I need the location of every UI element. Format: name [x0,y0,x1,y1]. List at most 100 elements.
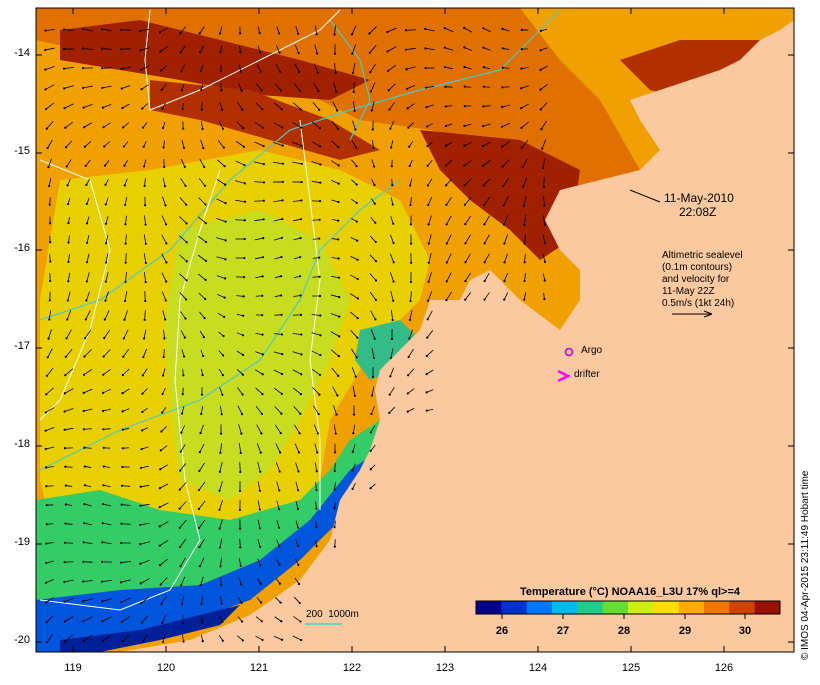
velocity-arrow-head [121,621,123,623]
lon-tick-label: 123 [430,662,460,674]
velocity-arrow-head [278,527,280,529]
velocity-arrow-head [181,412,183,414]
velocity-arrow-head [407,392,409,394]
colorbar-segment [704,601,730,614]
velocity-arrow-head [484,242,486,244]
velocity-arrow-head [319,200,321,202]
velocity-arrow-head [145,281,147,283]
velocity-arrow-head [463,27,465,29]
velocity-arrow-head [297,545,299,547]
velocity-arrow-head [179,508,181,510]
velocity-arrow-head [297,564,299,566]
velocity-arrow-head [220,584,222,586]
velocity-arrow-head [297,526,299,528]
velocity-arrow-head [300,108,302,110]
velocity-arrow-head [279,470,281,472]
velocity-arrow-head [427,281,429,283]
velocity-arrow-head [243,276,245,278]
velocity-arrow-head [105,203,107,205]
velocity-arrow-head [219,546,221,548]
velocity-arrow-head [82,620,84,622]
credit-text: © IMOS 04-Apr-2015 23:11:49 Hobart time [800,460,811,660]
velocity-arrow-head [281,237,283,239]
velocity-arrow-head [353,414,355,416]
velocity-arrow-head [121,466,123,468]
velocity-arrow-head [105,261,107,263]
velocity-arrow-head [184,166,186,168]
velocity-arrow-head [64,429,66,431]
velocity-arrow-head [244,219,246,221]
velocity-arrow-head [338,183,340,185]
velocity-arrow-head [145,243,147,245]
velocity-arrow-head [260,70,262,72]
velocity-arrow-head [124,300,126,302]
velocity-arrow-head [373,165,375,167]
velocity-arrow-head [408,337,410,339]
velocity-arrow-head [199,51,201,53]
velocity-arrow-head [162,374,164,376]
velocity-arrow-head [162,146,164,148]
velocity-arrow-head [122,640,124,642]
velocity-arrow-head [338,277,340,279]
velocity-arrow-head [299,602,301,604]
velocity-arrow-head [239,51,241,53]
colorbar-tick-label: 27 [548,625,578,637]
velocity-arrow-head [160,449,162,451]
velocity-arrow-head [120,581,122,583]
velocity-arrow-head [386,31,388,33]
velocity-arrow-head [318,238,320,240]
velocity-arrow-head [222,335,224,337]
velocity-arrow-head [45,411,47,413]
velocity-arrow-head [103,337,105,339]
velocity-arrow-head [338,316,340,318]
velocity-arrow-head [370,468,372,470]
velocity-arrow-head [102,522,104,524]
velocity-arrow-head [165,242,167,244]
velocity-arrow-head [280,89,282,91]
velocity-arrow-head [241,393,243,395]
velocity-arrow-head [316,52,318,54]
velocity-arrow-head [300,126,302,128]
velocity-arrow-head [64,392,66,394]
velocity-arrow-head [521,166,523,168]
velocity-arrow-head [427,204,429,206]
velocity-arrow-head [544,279,546,281]
velocity-arrow-head [444,66,446,68]
velocity-arrow-head [281,108,283,110]
velocity-arrow-head [240,565,242,567]
velocity-arrow-head [259,546,261,548]
velocity-arrow-head [143,337,145,339]
velocity-arrow-head [300,218,302,220]
velocity-arrow-head [260,432,262,434]
velocity-arrow-head [319,354,321,356]
velocity-arrow-head [49,280,51,282]
velocity-arrow-head [299,256,301,258]
colorbar-tick-label: 28 [609,625,639,637]
velocity-arrow-head [86,261,88,263]
velocity-arrow-head [482,165,484,167]
velocity-arrow-head [180,432,182,434]
velocity-arrow-head [181,89,183,91]
velocity-arrow-head [464,299,466,301]
velocity-arrow-head [390,146,392,148]
velocity-arrow-head [263,181,265,183]
velocity-arrow-head [182,393,184,395]
velocity-arrow-head [159,468,161,470]
velocity-arrow-head [85,184,87,186]
velocity-arrow-head [159,545,161,547]
velocity-arrow-head [501,106,503,108]
velocity-arrow-head [139,543,141,545]
velocity-arrow-head [544,261,546,263]
velocity-arrow-head [279,601,281,603]
velocity-arrow-head [409,319,411,321]
velocity-arrow-head [239,509,241,511]
velocity-arrow-head [159,525,161,527]
velocity-arrow-head [242,334,244,336]
velocity-arrow-head [463,125,465,127]
velocity-arrow-head [142,127,144,129]
velocity-arrow-head [139,524,141,526]
velocity-arrow-head [333,33,335,35]
velocity-arrow-head [356,337,358,339]
velocity-arrow-head [82,580,84,582]
velocity-arrow-head [544,242,546,244]
